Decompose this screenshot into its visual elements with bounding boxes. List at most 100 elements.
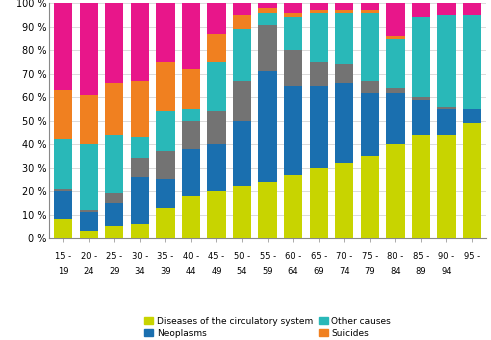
Bar (156, 151, 175, 179)
Bar (156, 179, 175, 207)
Bar (80, 3, 98, 95)
Bar (207, 191, 226, 238)
Text: 59: 59 (262, 267, 273, 276)
Bar (80, 231, 98, 238)
Bar (412, 100, 430, 135)
Text: 29: 29 (109, 267, 119, 276)
Text: 69: 69 (313, 267, 324, 276)
Bar (386, 88, 405, 92)
Text: 49: 49 (211, 267, 222, 276)
Bar (386, 38, 405, 88)
Bar (386, 92, 405, 144)
Bar (131, 224, 149, 238)
Bar (463, 123, 481, 238)
Bar (386, 3, 405, 36)
Bar (182, 149, 200, 196)
Text: 85 -: 85 - (413, 252, 429, 261)
Text: 40 -: 40 - (183, 252, 199, 261)
Bar (386, 36, 405, 38)
Bar (258, 182, 277, 238)
Bar (360, 92, 379, 156)
Bar (437, 109, 456, 135)
Bar (309, 11, 328, 13)
Bar (437, 3, 456, 15)
Bar (309, 13, 328, 62)
Text: 24: 24 (83, 267, 94, 276)
Text: 30 -: 30 - (132, 252, 148, 261)
Text: 65 -: 65 - (311, 252, 327, 261)
Bar (284, 85, 302, 175)
Bar (258, 24, 277, 71)
Bar (207, 34, 226, 62)
Bar (207, 62, 226, 111)
Text: 89: 89 (415, 267, 426, 276)
Bar (335, 163, 354, 238)
Text: 90 -: 90 - (438, 252, 455, 261)
Bar (335, 64, 354, 83)
Bar (309, 62, 328, 85)
Bar (207, 3, 226, 34)
Text: 79: 79 (364, 267, 375, 276)
Text: 95 -: 95 - (464, 252, 480, 261)
Bar (131, 177, 149, 224)
Bar (131, 137, 149, 158)
Bar (360, 3, 379, 11)
Bar (182, 121, 200, 149)
Bar (80, 210, 98, 212)
Text: 45 -: 45 - (208, 252, 224, 261)
Bar (105, 83, 123, 135)
Bar (284, 175, 302, 238)
Bar (54, 3, 72, 90)
Text: 19: 19 (58, 267, 68, 276)
Bar (233, 29, 251, 81)
Text: 35 -: 35 - (157, 252, 173, 261)
Bar (463, 109, 481, 123)
Bar (335, 13, 354, 64)
Text: 50 -: 50 - (234, 252, 250, 261)
Text: 44: 44 (186, 267, 196, 276)
Bar (360, 11, 379, 13)
Text: 80 -: 80 - (387, 252, 404, 261)
Text: 25 -: 25 - (106, 252, 122, 261)
Text: 70 -: 70 - (336, 252, 353, 261)
Bar (80, 212, 98, 231)
Bar (156, 111, 175, 151)
Bar (54, 90, 72, 139)
Bar (233, 121, 251, 186)
Bar (131, 81, 149, 137)
Bar (233, 81, 251, 121)
Text: 60 -: 60 - (285, 252, 301, 261)
Text: 94: 94 (441, 267, 452, 276)
Bar (258, 13, 277, 24)
Text: 75 -: 75 - (362, 252, 378, 261)
Bar (412, 17, 430, 97)
Bar (309, 85, 328, 168)
Bar (207, 111, 226, 144)
Text: 34: 34 (135, 267, 145, 276)
Bar (412, 97, 430, 100)
Text: 55 -: 55 - (260, 252, 275, 261)
Bar (54, 139, 72, 189)
Bar (105, 226, 123, 238)
Bar (284, 13, 302, 17)
Bar (156, 207, 175, 238)
Bar (437, 107, 456, 109)
Bar (437, 15, 456, 107)
Bar (412, 135, 430, 238)
Bar (463, 3, 481, 15)
Bar (182, 196, 200, 238)
Bar (182, 3, 200, 69)
Bar (412, 3, 430, 17)
Bar (182, 69, 200, 109)
Bar (258, 8, 277, 13)
Bar (54, 189, 72, 191)
Legend: Diseases of the circulatory system, Neoplasms, Alcohol-related causes, Other cau: Diseases of the circulatory system, Neop… (140, 313, 395, 340)
Bar (105, 135, 123, 193)
Bar (284, 17, 302, 50)
Text: 39: 39 (160, 267, 171, 276)
Bar (360, 81, 379, 92)
Bar (156, 3, 175, 62)
Bar (386, 144, 405, 238)
Bar (463, 15, 481, 109)
Text: 54: 54 (237, 267, 247, 276)
